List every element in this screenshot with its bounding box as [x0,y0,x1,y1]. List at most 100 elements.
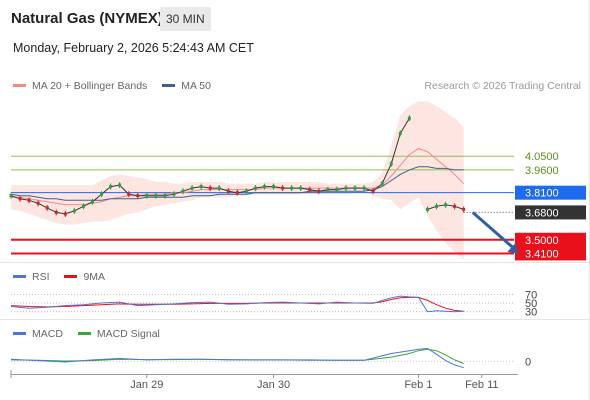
candle-body-a-43 [398,131,402,135]
legend-item-bollinger: MA 20 + Bollinger Bands [13,80,147,92]
legend-swatch-9ma [64,274,78,278]
macd-level-label-0: 0 [525,356,531,368]
legend-item-macd: MACD [13,328,63,340]
candle-body-a-28 [263,185,266,189]
candle-body-a-4 [45,206,49,210]
macd-line [10,347,464,369]
candle-body-a-9 [90,200,94,204]
candle-body-a-6 [63,212,67,216]
candle-body-a-22 [208,186,212,190]
candle-body-a-33 [308,188,312,192]
candle-body-a-10 [100,192,104,196]
candle-body-b-2 [444,203,448,207]
candle-body-a-16 [154,194,158,198]
rsi-level-label-30: 30 [525,307,537,319]
candle-body-a-25 [235,191,239,195]
candle-body-a-5 [54,210,58,214]
candle-body-b-4 [462,207,466,211]
timeframe-selector[interactable]: 30 MIN [160,7,211,31]
candle-body-a-34 [317,189,321,193]
candle-body-a-21 [199,185,203,189]
price-legend: MA 20 + Bollinger Bands MA 50 [13,80,223,92]
candle-body-a-42 [389,162,393,166]
candle-body-a-0 [9,194,13,198]
candle-body-a-14 [136,194,140,198]
legend-swatch-bollinger [13,83,26,87]
legend-label-ma50: MA 50 [181,80,211,92]
macd-panel: 0 [10,347,531,369]
x-tick-label-1: Jan 30 [257,379,290,391]
candle-body-a-35 [326,188,330,192]
level-label-3.9600: 3.9600 [525,165,559,177]
rsi-legend: RSI 9MA [13,271,117,283]
legend-label-bollinger: MA 20 + Bollinger Bands [32,80,148,92]
panel-separators [0,262,590,375]
candle-body-a-23 [217,186,221,190]
candle-body-a-11 [109,185,113,189]
candle-body-a-19 [181,189,185,193]
rsi-level-label-50: 50 [525,298,537,310]
candle-body-a-40 [371,189,375,193]
legend-swatch-macd [13,331,26,335]
legend-label-macd-signal: MACD Signal [96,328,160,340]
chart-datetime: Monday, February 2, 2026 5:24:43 AM CET [13,41,254,55]
rsi-level-label-70: 70 [525,289,537,301]
x-tick-label-0: Jan 29 [130,379,163,391]
x-tick-label-2: Feb 1 [404,379,432,391]
candle-body-a-27 [253,186,257,190]
rsi-line [10,295,464,313]
instrument-title: Natural Gas (NYMEX) [11,10,163,27]
candle-body-a-39 [362,186,366,190]
legend-label-rsi: RSI [32,271,50,283]
legend-item-9ma: 9MA [64,271,105,283]
macd-legend: MACD MACD Signal [13,328,172,340]
candle-body-a-18 [172,192,176,196]
forecast-arrow-shaft [471,211,515,250]
candle-body-a-38 [353,186,357,190]
legend-swatch-ma50 [162,83,176,87]
candle-body-b-1 [435,204,439,208]
legend-swatch-rsi [13,274,26,278]
level-label-3.6800: 3.6800 [525,207,559,219]
candle-body-a-44 [407,116,411,120]
candle-body-a-41 [380,182,384,186]
level-label-3.4100: 3.4100 [525,248,559,260]
candle-body-a-13 [127,192,131,196]
candle-body-a-37 [344,186,348,190]
level-label-3.5000: 3.5000 [525,235,559,247]
level-label-3.6800-bg [515,205,586,220]
bollinger-band [11,101,464,260]
candle-body-a-31 [290,186,294,190]
candle-body-a-36 [335,188,339,192]
candle-body-a-1 [18,197,22,201]
x-axis: Jan 29 Jan 30 Feb 1 Feb 11 [10,370,499,391]
candle-body-a-20 [190,186,194,190]
legend-item-rsi: RSI [13,271,50,283]
candle-body-b-3 [453,204,457,208]
legend-swatch-macd-signal [77,331,91,335]
candle-body-a-17 [163,194,167,198]
legend-item-macd-signal: MACD Signal [77,328,160,340]
research-credit: Research © 2026 Trading Central [424,80,581,92]
level-label-3.8100-bg [515,185,586,200]
legend-item-ma50: MA 50 [162,80,211,92]
candle-body-a-29 [272,185,276,189]
level-label-3.8100: 3.8100 [525,188,559,200]
candle-body-a-15 [145,194,149,198]
forecast-arrow-head [507,242,518,254]
candle-body-a-8 [81,204,85,208]
candle-body-a-30 [281,186,285,190]
level-label-3.5000-bg [515,232,586,247]
candle-body-b-0 [425,207,429,211]
candle-body-a-24 [226,189,230,193]
candle-body-a-32 [299,186,303,190]
level-label-4.0500: 4.0500 [525,151,559,163]
candle-body-a-3 [36,201,40,205]
level-label-3.4100-bg [515,246,586,261]
chart-header: Natural Gas (NYMEX) 30 MIN [0,0,590,36]
x-tick-label-3: Feb 11 [465,379,498,391]
candle-body-a-2 [27,198,31,202]
